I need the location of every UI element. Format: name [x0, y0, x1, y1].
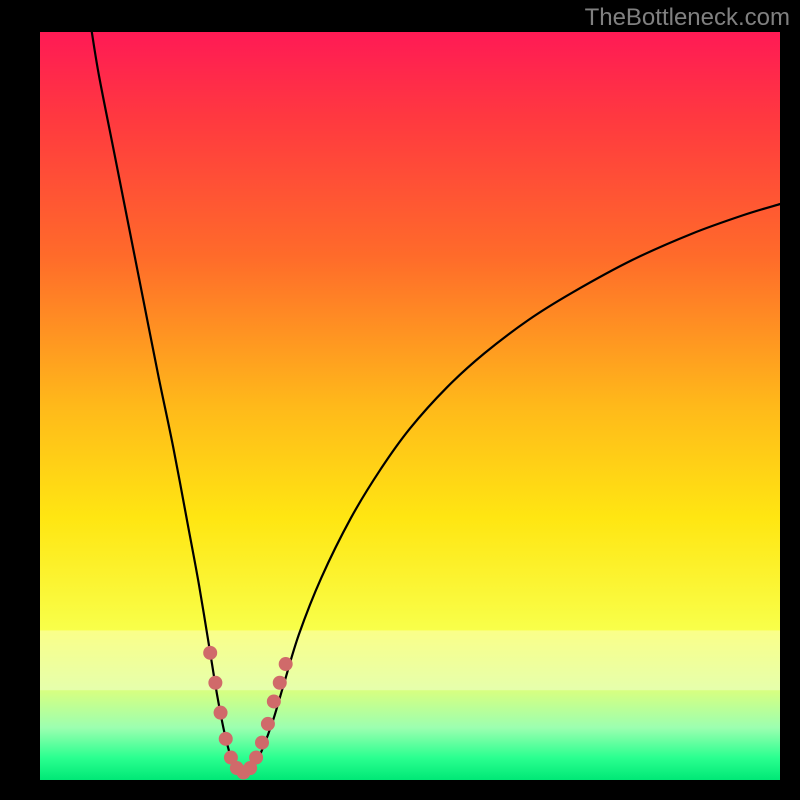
marker-dot: [261, 717, 275, 731]
marker-dot: [219, 732, 233, 746]
marker-dot: [255, 736, 269, 750]
marker-dot: [208, 676, 222, 690]
marker-dot: [267, 694, 281, 708]
marker-dot: [249, 751, 263, 765]
marker-dot: [273, 676, 287, 690]
marker-dot: [279, 657, 293, 671]
marker-dot: [214, 706, 228, 720]
plot-area: [40, 32, 780, 780]
plot-svg: [40, 32, 780, 780]
pale-band: [40, 630, 780, 690]
marker-dot: [203, 646, 217, 660]
watermark-text: TheBottleneck.com: [585, 4, 790, 32]
